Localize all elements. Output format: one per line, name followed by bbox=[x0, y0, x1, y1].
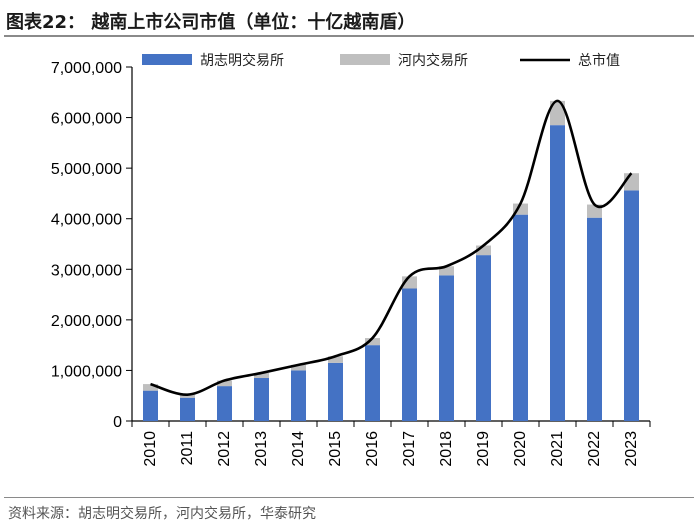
bar-hcm bbox=[291, 370, 306, 421]
bar-hcm bbox=[365, 345, 380, 421]
bar-hcm bbox=[587, 217, 602, 421]
x-tick-label: 2015 bbox=[327, 431, 344, 467]
bar-hnx bbox=[550, 100, 565, 126]
legend-hcm-label: 胡志明交易所 bbox=[200, 52, 284, 69]
x-tick-label: 2018 bbox=[438, 431, 455, 467]
bar-hcm bbox=[550, 125, 565, 422]
x-tick-label: 2023 bbox=[623, 431, 640, 467]
bar-hnx bbox=[143, 384, 158, 391]
y-tick-label: 0 bbox=[113, 414, 122, 431]
x-tick-label: 2011 bbox=[179, 431, 196, 466]
y-tick-label: 6,000,000 bbox=[51, 111, 122, 128]
legend-total-label: 总市值 bbox=[578, 52, 620, 69]
bar-hnx bbox=[365, 338, 380, 346]
y-tick-label: 5,000,000 bbox=[51, 161, 122, 178]
chart-title: 图表22： 越南上市公司市值（单位：十亿越南盾） bbox=[6, 12, 416, 33]
legend: 胡志明交易所 河内交易所 总市值 bbox=[142, 52, 620, 69]
bar-hnx bbox=[513, 203, 528, 215]
bar-hnx bbox=[476, 245, 491, 256]
x-tick-label: 2019 bbox=[475, 431, 492, 467]
bar-hcm bbox=[217, 386, 232, 421]
axes: 0 1,000,000 2,000,000 3,000,000 4,000,000 5,0… bbox=[51, 60, 651, 467]
bar-hnx bbox=[180, 394, 195, 398]
bar-hcm bbox=[254, 378, 269, 421]
x-tick-label: 2017 bbox=[401, 431, 418, 467]
bar-hcm bbox=[402, 288, 417, 421]
title-divider bbox=[4, 35, 694, 37]
y-tick-label: 4,000,000 bbox=[51, 212, 122, 229]
bar-hcm bbox=[439, 275, 454, 421]
y-tick-label: 3,000,000 bbox=[51, 262, 122, 279]
x-tick-label: 2016 bbox=[364, 431, 381, 467]
bar-hnx bbox=[291, 364, 306, 371]
bar-hnx bbox=[254, 372, 269, 379]
bar-hcm bbox=[180, 397, 195, 421]
x-tick-label: 2022 bbox=[586, 431, 603, 467]
bars bbox=[143, 100, 639, 422]
legend-hnx-label: 河内交易所 bbox=[398, 52, 468, 69]
source-note: 资料来源：胡志明交易所，河内交易所，华泰研究 bbox=[8, 506, 316, 522]
bar-hcm bbox=[143, 390, 158, 421]
x-tick-label: 2013 bbox=[253, 431, 270, 467]
bar-hnx bbox=[217, 380, 232, 387]
total-line bbox=[150, 99, 633, 397]
total-line-layer bbox=[150, 99, 633, 397]
bar-hcm bbox=[513, 214, 528, 421]
legend-hcm-swatch bbox=[142, 54, 192, 65]
y-tick-label: 2,000,000 bbox=[51, 313, 122, 330]
x-tick-label: 2014 bbox=[290, 431, 307, 467]
y-tick-label: 1,000,000 bbox=[51, 363, 122, 380]
bar-hnx bbox=[439, 266, 454, 276]
y-tick-label: 7,000,000 bbox=[51, 60, 122, 77]
legend-hnx-swatch bbox=[340, 54, 390, 65]
bar-hnx bbox=[328, 356, 343, 363]
source-divider bbox=[4, 497, 694, 498]
x-tick-label: 2012 bbox=[216, 431, 233, 467]
x-tick-label: 2020 bbox=[512, 431, 529, 467]
bar-hcm bbox=[624, 190, 639, 421]
x-tick-label: 2021 bbox=[549, 431, 566, 467]
chart: 胡志明交易所 河内交易所 总市值 0 1,000,000 2,000,000 3,000,… bbox=[51, 52, 651, 467]
bar-hcm bbox=[476, 255, 491, 421]
x-tick-label: 2010 bbox=[142, 431, 159, 467]
bar-hcm bbox=[328, 362, 343, 421]
